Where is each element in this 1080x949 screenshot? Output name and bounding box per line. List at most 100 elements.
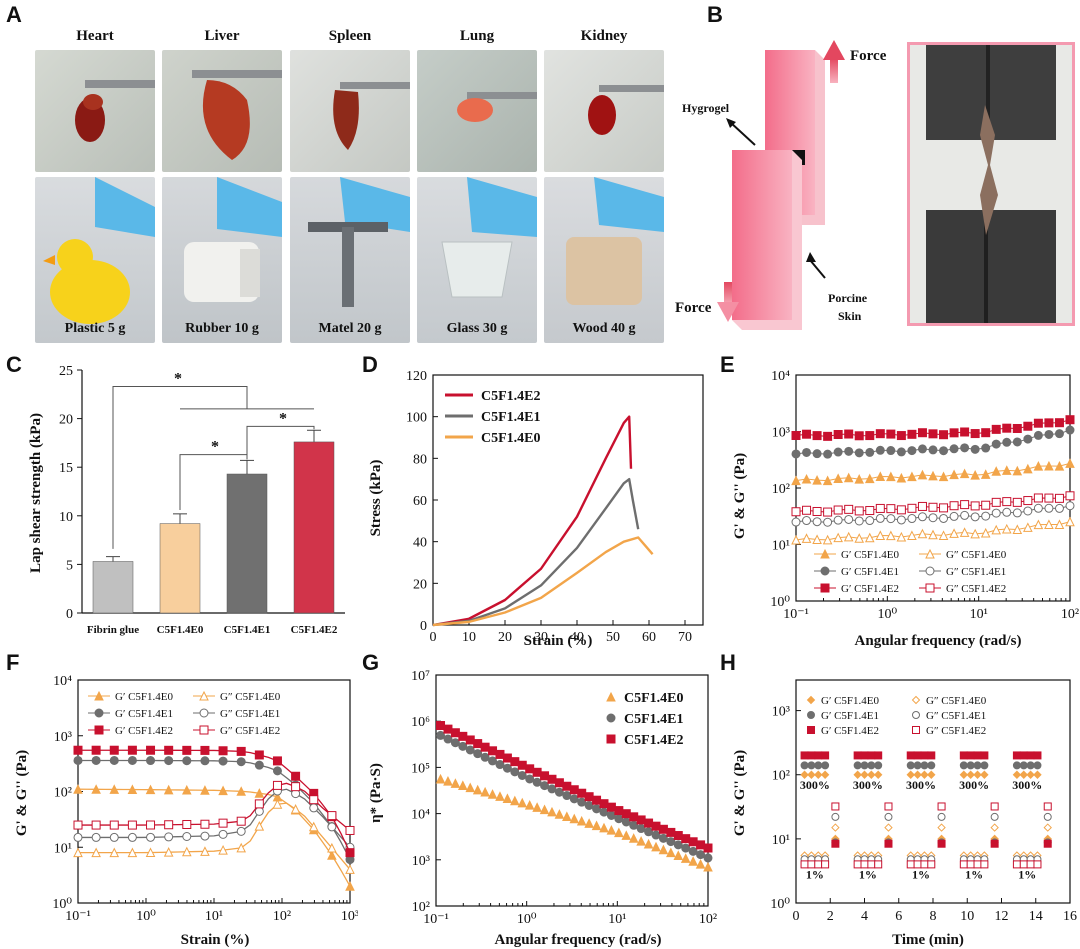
chart-e-point (1054, 503, 1064, 513)
chart-f-legend-marker (94, 690, 104, 701)
material-caption-metal: Matel 20 g (318, 321, 382, 336)
chart-e-point (1001, 523, 1012, 534)
chart-f-line (78, 749, 351, 853)
chart-g-point (673, 840, 683, 850)
chart-h-point (973, 770, 982, 779)
chart-e-legend-label: G″ C5F1.4E1 (946, 566, 1006, 578)
chart-h-point (937, 823, 946, 832)
chart-e-ytick-label: 10⁰ (770, 595, 790, 610)
chart-g-point (547, 806, 557, 817)
chart-f-point (254, 760, 264, 770)
chart-h-point (807, 751, 816, 760)
chart-f-line (77, 788, 351, 887)
chart-e-point (802, 505, 812, 515)
chart-h-point (906, 761, 915, 770)
force-bottom-label: Force (675, 300, 712, 316)
chart-e-point (1044, 460, 1054, 471)
chart-h-point (867, 770, 876, 779)
chart-e-point (949, 444, 959, 454)
chart-h-xtick-label: 10 (960, 909, 974, 924)
chart-e-point (1012, 423, 1022, 433)
chart-h-point (814, 770, 823, 779)
chart-e-point (886, 504, 896, 514)
chart-f-point (200, 831, 210, 841)
chart-e-point (907, 471, 917, 482)
chart-e-point (917, 512, 927, 522)
organ-title-lung: Lung (459, 28, 495, 44)
chart-g-point (450, 738, 460, 748)
chart-e-point (928, 529, 938, 540)
chart-d-ytick-label: 20 (413, 577, 427, 592)
chart-e-point (791, 507, 801, 517)
chart-c-sig-bracket (246, 425, 315, 458)
chart-e-point (960, 427, 970, 437)
chart-d-line-c5f1.4e0 (432, 536, 654, 627)
material-photo-rubber: Rubber 10 g (162, 177, 282, 343)
chart-f-point (145, 847, 156, 858)
chart-d-xtick-label: 0 (430, 630, 437, 645)
chart-d-xlabel: Strain (%) (524, 633, 593, 648)
chart-h-point (831, 802, 840, 811)
chart-e-point (991, 466, 1002, 476)
chart-e-point (917, 469, 928, 480)
chart-e-point (1054, 519, 1065, 530)
chart-e-point (865, 516, 875, 526)
chart-h-point (966, 761, 975, 770)
chart-e-point (907, 429, 917, 439)
chart-g-point (592, 795, 602, 805)
chart-h-point (1026, 761, 1035, 770)
chart-g-xlabel: Angular frequency (rad/s) (495, 932, 662, 948)
chart-g-point (488, 756, 498, 766)
chart-f-point (182, 745, 192, 755)
chart-h-point (913, 770, 922, 779)
chart-f-point (182, 819, 192, 829)
chart-h-legend-marker (912, 711, 920, 719)
chart-d-ytick-label: 120 (406, 369, 427, 384)
chart-f-point (73, 820, 83, 830)
chart-g-point (643, 838, 654, 849)
chart-f-ylabel: G' & G'' (Pa) (14, 750, 30, 836)
chart-h-point (814, 751, 823, 760)
chart-e-point (854, 474, 865, 484)
force-top-label: Force (850, 48, 887, 64)
chart-f-point (254, 750, 264, 760)
chart-f-ytick-label: 10⁰ (52, 897, 72, 912)
chart-h-point (927, 761, 936, 770)
chart-f-point (109, 755, 119, 765)
chart-h-ytick-label: 10¹ (772, 833, 790, 848)
chart-e-point (917, 528, 928, 539)
chart-g-point (680, 853, 691, 863)
chart-h-point (913, 751, 922, 760)
chart-e-point (875, 513, 885, 523)
chart-h-legend-label: G′ C5F1.4E2 (821, 725, 879, 737)
chart-f-point (73, 847, 83, 858)
chart-f-point (146, 832, 156, 842)
chart-g-xtick-label: 10⁰ (517, 912, 537, 927)
chart-f-point (127, 784, 138, 795)
chart-h-xtick-label: 0 (793, 909, 800, 924)
chart-g-point (554, 787, 564, 797)
chart-h-point (927, 751, 936, 760)
chart-e-point (991, 508, 1001, 518)
lap-shear-schematic: Force Force Hygrogel Porcine Skin (675, 40, 887, 330)
chart-g-point (525, 764, 535, 774)
porcine-skin-label-1: Porcine (828, 291, 868, 305)
chart-g-point (480, 742, 490, 752)
chart-e-point (1002, 507, 1012, 517)
chart-h-strain-label: 1% (859, 868, 877, 882)
chart-g-point (666, 837, 676, 847)
chart-g-point (443, 724, 453, 734)
chart-e-legend-label: G′ C5F1.4E1 (841, 566, 899, 578)
material-photo-plastic: Plastic 5 g (35, 177, 155, 343)
chart-g-point (599, 807, 609, 817)
chart-e-point (791, 534, 801, 545)
chart-e-point (823, 507, 833, 517)
chart-g-point (517, 797, 528, 808)
chart-d-xtick-label: 10 (462, 630, 476, 645)
chart-d-stress-strain: 0 10 20 30 40 50 60 70 0 20 40 60 80 100 120 C5F1.4E2 C… (368, 369, 704, 648)
chart-e-point (991, 439, 1001, 449)
chart-g-point (465, 735, 475, 745)
chart-g-xtick-label: 10⁻¹ (423, 912, 449, 927)
chart-f-point (164, 756, 174, 766)
chart-e-point (1033, 519, 1044, 530)
